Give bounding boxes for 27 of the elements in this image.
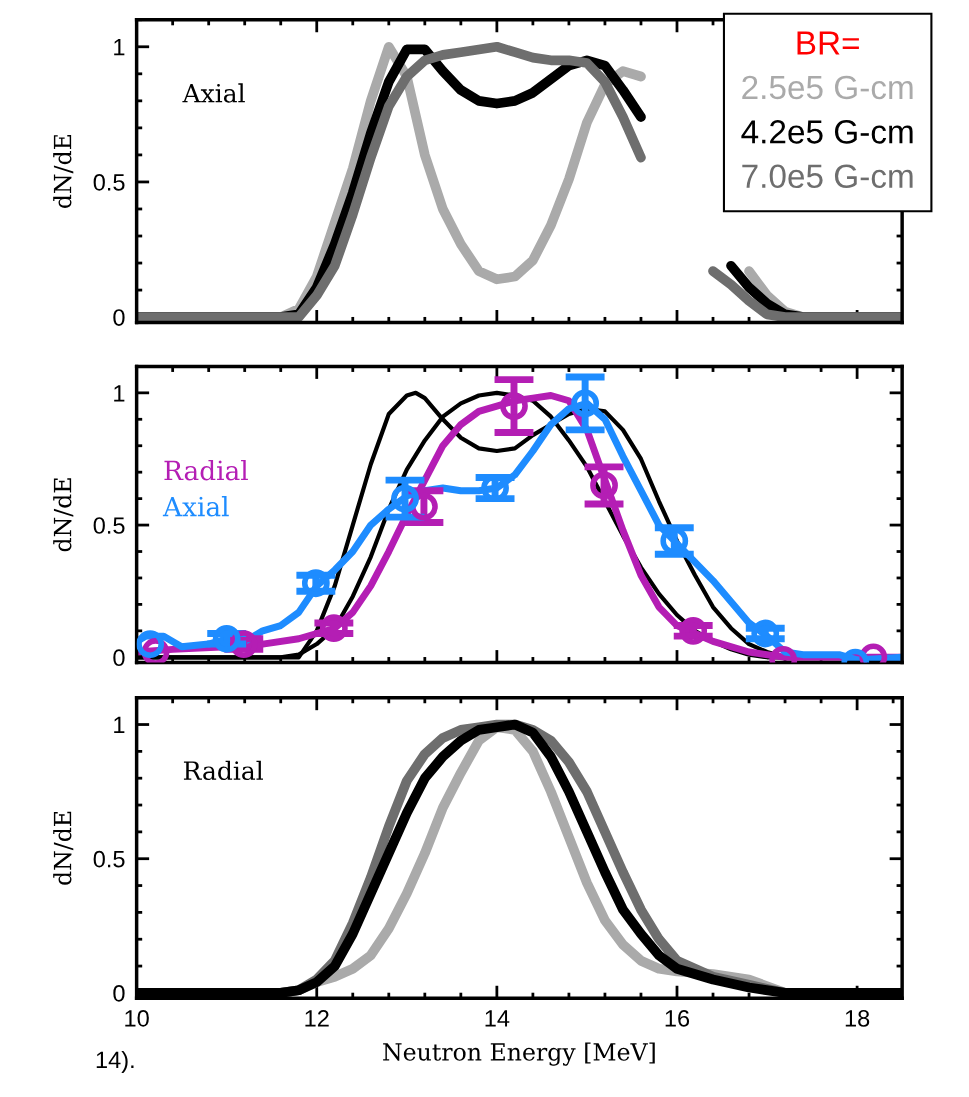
y-axis-title: dN/dE xyxy=(53,134,74,208)
y-tick-label: 0 xyxy=(113,649,125,667)
y-tick-label: 0.5 xyxy=(93,850,125,868)
x-tick-label: 14 xyxy=(485,1010,510,1027)
y-tick-label: 0.5 xyxy=(93,517,125,534)
annotation: Axial xyxy=(182,83,245,103)
y-tick-label: 0.5 xyxy=(93,174,125,191)
x-tick-label: 18 xyxy=(845,1010,870,1027)
text: 2.5e5 G-cm xyxy=(742,75,913,100)
y-axis-title: dN/dE xyxy=(53,478,74,552)
text: Axial xyxy=(162,496,229,517)
y-axis-title: dN/dE xyxy=(53,811,74,885)
x-axis-title: Neutron Energy [MeV] xyxy=(383,1042,655,1066)
legend-title: BR= xyxy=(797,31,859,55)
text: 7.0e5 G-cm xyxy=(742,164,913,189)
text: 4.2e5 G-cm xyxy=(741,120,913,144)
y-tick-label: 1 xyxy=(114,385,125,402)
x-tick-label: 16 xyxy=(665,1010,690,1027)
y-tick-label: 1 xyxy=(114,39,125,56)
text: 14). xyxy=(96,1050,134,1073)
x-tick-label: 10 xyxy=(125,1010,149,1027)
y-tick-label: 0 xyxy=(113,309,125,326)
y-tick-label: 0 xyxy=(113,984,125,1002)
annotation: Radial xyxy=(183,760,263,781)
y-tick-label: 1 xyxy=(114,716,125,734)
x-tick-label: 12 xyxy=(305,1010,329,1027)
text: Radial xyxy=(164,459,248,481)
